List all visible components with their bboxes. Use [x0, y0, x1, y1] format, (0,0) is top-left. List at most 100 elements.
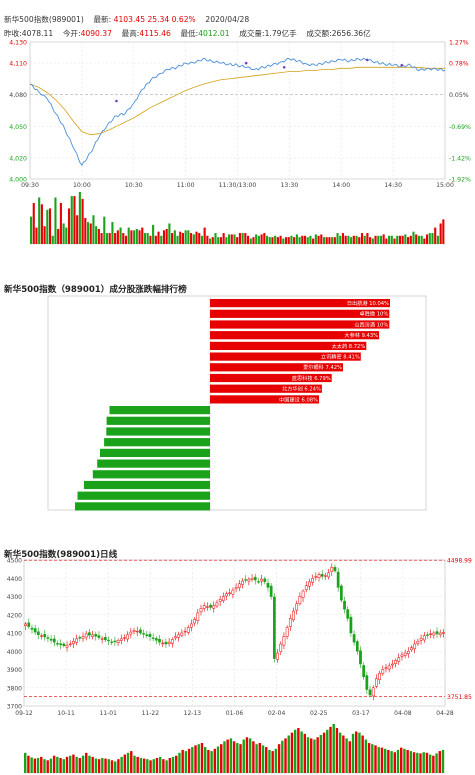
volume-bar: [72, 754, 75, 773]
candle-body: [381, 669, 385, 674]
candle-body: [59, 643, 63, 646]
volume-bar: [319, 734, 323, 773]
ranking-bar-label: 蓝思科技 6.79%: [292, 374, 331, 382]
volume-bar: [297, 728, 300, 773]
volume-bar: [261, 745, 265, 773]
y-tick-label: 4200: [7, 612, 22, 619]
candle-body: [406, 651, 410, 654]
volume-bar: [209, 238, 212, 244]
volume-bar: [54, 197, 57, 244]
candle-body: [279, 643, 283, 652]
candle-body: [343, 600, 346, 610]
volume-bar: [146, 233, 149, 244]
x-tick-label: 03-17: [352, 710, 370, 717]
volume-bar: [415, 234, 418, 244]
candle-body: [164, 641, 168, 645]
candle-body: [88, 632, 91, 636]
ranking-bar-label: 天齐锂业 -7.6%: [212, 502, 250, 510]
y-tick-label: 3800: [7, 685, 22, 692]
candle-body: [123, 637, 126, 639]
y-tick-label: 4,050: [9, 124, 27, 131]
ranking-bar-up: [210, 309, 390, 318]
daily-title: 新华500指数(989001)日线: [4, 550, 118, 560]
volume-bar: [214, 233, 217, 244]
volume-bar: [130, 230, 133, 244]
candle-body: [206, 606, 209, 608]
volume-bar: [101, 758, 104, 773]
volume-bar: [119, 227, 122, 244]
volume-bar: [76, 215, 79, 244]
volume-bar: [249, 238, 252, 244]
candle-body: [442, 632, 445, 634]
volume-bar: [62, 223, 65, 244]
volume-bar: [326, 729, 329, 773]
candle-body: [260, 578, 263, 582]
volume-bar: [30, 757, 33, 773]
candle-body: [68, 643, 72, 645]
volume-bar: [329, 726, 332, 773]
volume-bar: [387, 749, 390, 773]
candle-body: [317, 574, 321, 578]
volume-bar: [369, 237, 372, 244]
candle-body: [295, 603, 299, 611]
volume-bar: [434, 227, 437, 244]
quote-date: 2020/04/28: [205, 15, 250, 24]
volume-bar: [43, 226, 46, 244]
candle-body: [269, 585, 273, 597]
volume-bar: [374, 745, 377, 773]
volume-bar: [136, 756, 139, 773]
volume-bar: [46, 209, 49, 244]
candle-body: [346, 609, 350, 619]
candle-body: [97, 635, 101, 638]
candle-body: [368, 689, 372, 696]
x-tick-label: 13:30: [280, 182, 298, 188]
volume-bar: [62, 759, 65, 773]
volume-bar: [328, 237, 331, 244]
volume-bar: [130, 751, 133, 773]
ranking-bar-down: [83, 480, 210, 490]
ranking-bar-label: 大参林 9.43%: [344, 331, 378, 339]
y-tick-label-right: 1.27%: [449, 40, 469, 47]
price-marker: [365, 58, 369, 62]
volume-bar: [374, 235, 377, 244]
x-tick-label: 09-12: [15, 710, 33, 717]
volume-bar: [364, 739, 368, 773]
ranking-bar-down: [106, 427, 210, 436]
y-tick-label: 4500: [7, 558, 22, 565]
volume-bar: [171, 233, 174, 244]
volume-bar: [107, 759, 110, 773]
volume-bar: [117, 759, 120, 773]
volume-bar: [43, 759, 46, 773]
candle-body: [237, 583, 241, 588]
candle-body: [139, 629, 142, 634]
ranking-frame: [47, 295, 427, 511]
volume-bar: [84, 218, 87, 244]
volume-bar: [222, 233, 225, 244]
volume-bar: [51, 235, 54, 244]
volume-bar: [56, 756, 59, 773]
volume-bar: [165, 760, 168, 773]
x-tick-label: 02-04: [268, 710, 286, 717]
price-marker: [244, 61, 248, 65]
volume-bar: [398, 235, 401, 244]
ranking-bar-label: 光电智能 -7.46%: [212, 492, 253, 500]
y-tick-label-right: 0.78%: [449, 61, 469, 68]
volume-bar: [417, 235, 420, 244]
ranking-chart: 日出航港 10.04% 卓胜微 10% 山西汾酒 10% 大参林 9.43% 太太药 8…: [47, 295, 427, 511]
volume-bar: [396, 235, 399, 244]
volume-bar: [190, 233, 193, 244]
volume-bar: [407, 237, 410, 244]
candle-body: [81, 636, 85, 639]
candle-body: [301, 590, 305, 598]
volume-bar: [379, 235, 383, 244]
max-label: 4498.99: [447, 558, 472, 565]
volume-bar: [49, 758, 53, 773]
candle-body: [43, 634, 47, 638]
change-value: 25.34: [147, 15, 170, 24]
volume-bar: [126, 752, 130, 773]
volume-bar: [441, 749, 445, 773]
volume-bar: [232, 741, 236, 773]
ranking-bar-down: [97, 459, 210, 468]
volume-bar: [149, 235, 152, 244]
volume-bar: [412, 231, 415, 244]
